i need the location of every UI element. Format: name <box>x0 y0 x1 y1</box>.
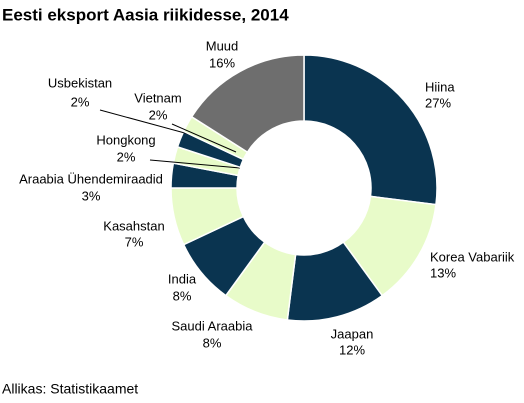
slice-label: Saudi Araabia <box>172 318 254 333</box>
slice-label: Korea Vabariik <box>430 249 515 264</box>
value-label: 7% <box>125 234 144 249</box>
slice-label: Araabia Ühendemiraadid <box>19 171 163 186</box>
value-label: 8% <box>173 288 192 303</box>
slice-label: Hiina <box>425 79 455 94</box>
slice-label: India <box>168 271 197 286</box>
value-label: 16% <box>209 55 235 70</box>
donut-slice <box>303 54 438 206</box>
value-label: 2% <box>149 107 168 122</box>
donut-slice <box>190 54 305 154</box>
slice-label: Kasahstan <box>103 218 164 233</box>
value-label: 2% <box>71 94 90 109</box>
value-label: 12% <box>339 342 365 357</box>
value-label: 2% <box>117 149 136 164</box>
leader-line <box>149 159 241 169</box>
value-label: 3% <box>82 188 101 203</box>
value-label: 27% <box>425 95 451 110</box>
slice-label: Jaapan <box>331 326 374 341</box>
value-label: 13% <box>430 265 456 280</box>
slice-label: Vietnam <box>134 90 181 105</box>
slice-label: Hongkong <box>96 132 155 147</box>
source: Allikas: Statistikaamet <box>2 381 138 397</box>
slice-label: Usbekistan <box>48 75 112 90</box>
value-label: 8% <box>203 335 222 350</box>
leader-line <box>171 123 237 153</box>
chart-title: Eesti eksport Aasia riikidesse, 2014 <box>2 5 289 24</box>
slice-label: Muud <box>206 38 239 53</box>
